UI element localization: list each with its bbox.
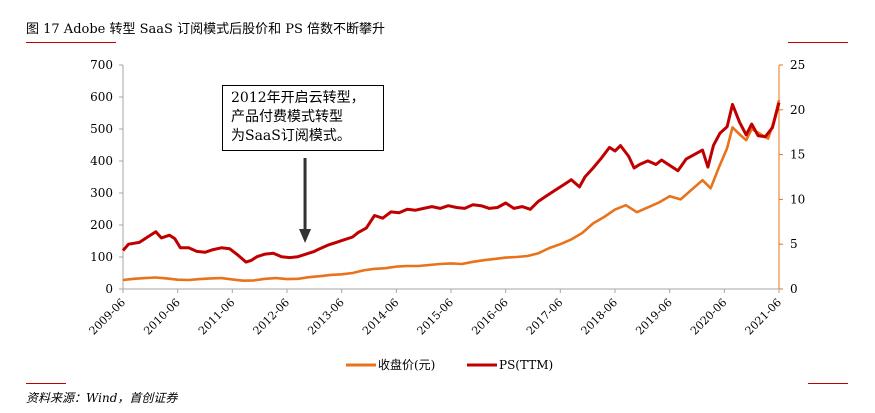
right-tick-label: 25	[790, 58, 805, 72]
source-rule-left	[26, 383, 66, 384]
left-tick-label: 700	[90, 58, 113, 72]
left-tick-label: 600	[90, 90, 113, 104]
annotation-box: 2012年开启云转型， 产品付费模式转型 为SaaS订阅模式。	[222, 85, 384, 151]
x-tick-label: 2019-06	[633, 296, 675, 338]
x-tick-label: 2015-06	[415, 296, 457, 338]
x-tick-label: 2010-06	[141, 296, 183, 338]
title-rule-right	[788, 42, 848, 43]
x-tick-label: 2017-06	[524, 296, 566, 338]
title-rule-left	[26, 42, 116, 43]
figure-title: 图 17 Adobe 转型 SaaS 订阅模式后股价和 PS 倍数不断攀升	[26, 22, 385, 37]
x-tick-label: 2016-06	[469, 296, 511, 338]
x-tick-label: 2014-06	[360, 296, 402, 338]
ps-line	[121, 102, 781, 264]
right-tick-label: 20	[790, 103, 805, 117]
left-tick-label: 100	[90, 250, 113, 264]
price-line	[122, 99, 781, 283]
right-tick-label: 10	[790, 192, 805, 206]
left-tick-label: 300	[90, 186, 113, 200]
annotation-line-1: 2012年开启云转型，	[231, 90, 365, 106]
x-tick-label: 2013-06	[305, 296, 347, 338]
left-tick-label: 0	[105, 282, 113, 296]
x-tick-label: 2009-06	[87, 296, 129, 338]
left-tick-label: 400	[90, 154, 113, 168]
x-tick-label: 2018-06	[579, 296, 621, 338]
legend-ps-label: PS(TTM)	[499, 358, 553, 372]
left-tick-label: 200	[90, 218, 113, 232]
right-tick-label: 15	[790, 148, 805, 162]
x-tick-label: 2011-06	[196, 296, 238, 338]
x-tick-label: 2020-06	[688, 296, 730, 338]
right-tick-label: 0	[790, 282, 798, 296]
right-tick-label: 5	[790, 237, 798, 251]
x-tick-label: 2012-06	[251, 296, 293, 338]
annotation-arrow-head	[299, 229, 312, 243]
annotation-line-3: 为SaaS订阅模式。	[231, 128, 351, 144]
left-tick-label: 500	[90, 122, 113, 136]
x-tick-label: 2021-06	[743, 296, 785, 338]
annotation-line-2: 产品付费模式转型	[231, 109, 343, 125]
source-note: 资料来源：Wind，首创证券	[26, 391, 178, 405]
source-rule-right	[808, 383, 848, 384]
legend-price-label: 收盘价(元)	[378, 357, 435, 372]
